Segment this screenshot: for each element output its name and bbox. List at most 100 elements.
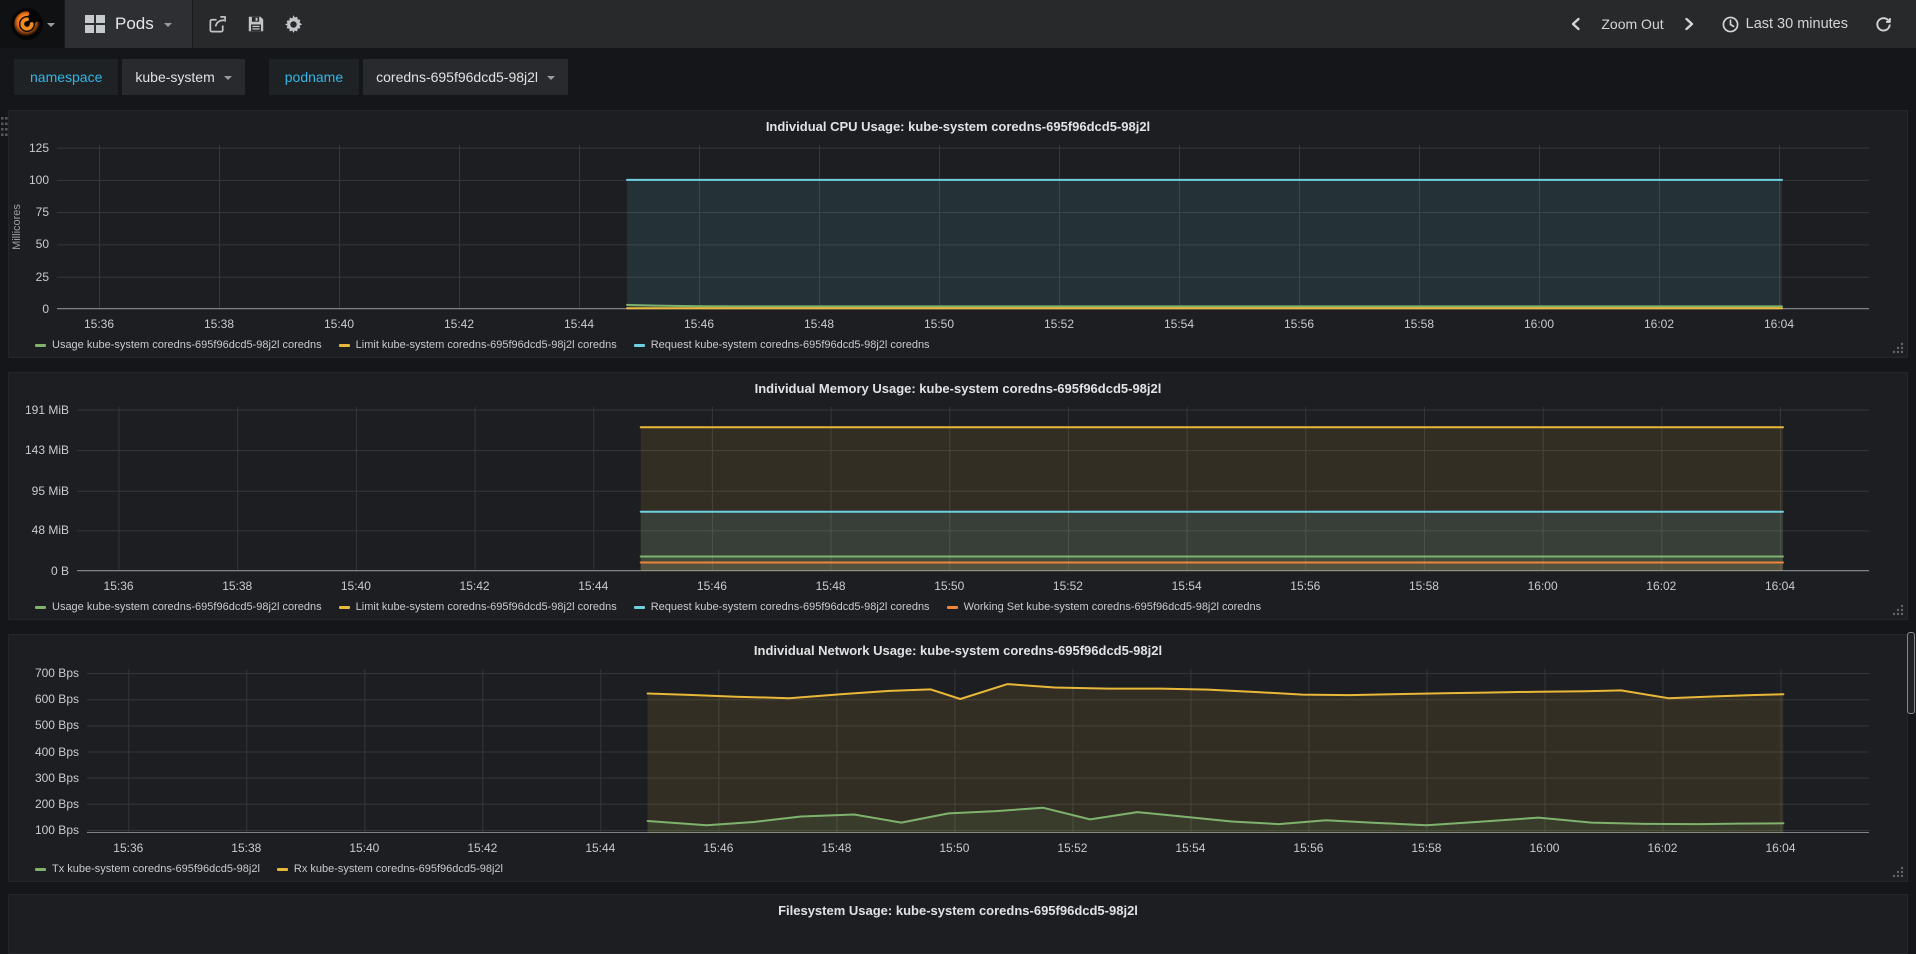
variable-podname-dropdown[interactable]: coredns-695f96dcd5-98j2l: [363, 59, 569, 95]
y-axis-tick-label: 0 B: [50, 564, 69, 578]
x-axis-tick-label: 15:58: [1403, 317, 1435, 331]
legend-label: Limit kube-system coredns-695f96dcd5-98j…: [355, 601, 617, 613]
chart-canvas[interactable]: [77, 407, 1869, 572]
x-axis-tick-label: 15:36: [103, 579, 134, 593]
x-axis-tick-label: 16:00: [1527, 579, 1558, 593]
legend-item[interactable]: Tx kube-system coredns-695f96dcd5-98j2l: [35, 863, 260, 875]
legend-item[interactable]: Working Set kube-system coredns-695f96dc…: [946, 601, 1261, 613]
gear-icon: [285, 14, 303, 33]
x-axis-tick-label: 15:56: [1283, 317, 1315, 331]
series-line: [646, 806, 1785, 827]
x-axis-tick-label: 16:02: [1647, 841, 1678, 855]
save-icon: [248, 16, 263, 32]
x-axis-tick-label: 15:46: [696, 579, 727, 593]
legend-swatch-icon: [35, 867, 46, 871]
legend-item[interactable]: Limit kube-system coredns-695f96dcd5-98j…: [338, 339, 617, 351]
series-fill: [627, 179, 1782, 309]
series-line: [626, 303, 1783, 308]
x-axis-tick-label: 15:50: [934, 579, 965, 593]
chart-canvas[interactable]: [57, 145, 1869, 310]
y-axis-tick-label: 500 Bps: [34, 718, 79, 733]
variable-namespace: namespace kube-system: [14, 59, 245, 95]
grafana-logo-icon: [10, 7, 43, 41]
x-axis-tick-label: 15:42: [459, 579, 490, 593]
x-axis-tick-label: 15:52: [1043, 317, 1075, 331]
variable-namespace-dropdown[interactable]: kube-system: [122, 59, 245, 95]
legend-item[interactable]: Request kube-system coredns-695f96dcd5-9…: [633, 601, 930, 613]
x-axis-tick-label: 15:38: [203, 317, 235, 331]
legend-label: Usage kube-system coredns-695f96dcd5-98j…: [52, 601, 322, 613]
panel-memory-usage: Individual Memory Usage: kube-system cor…: [8, 372, 1908, 620]
legend-swatch-icon: [633, 605, 645, 609]
panel-resize-handle[interactable]: [1892, 866, 1904, 878]
panel-memory-title[interactable]: Individual Memory Usage: kube-system cor…: [754, 381, 1162, 396]
chart-canvas[interactable]: [87, 669, 1869, 833]
y-axis-tick-label: 400 Bps: [34, 744, 79, 759]
time-shift-forward-button[interactable]: [1672, 7, 1706, 41]
grafana-menu-button[interactable]: [0, 0, 65, 48]
legend-item[interactable]: Limit kube-system coredns-695f96dcd5-98j…: [338, 601, 617, 613]
save-button[interactable]: [239, 7, 273, 41]
series-fill: [647, 684, 1784, 833]
x-axis-tick-label: 15:40: [349, 841, 380, 855]
legend-swatch-icon: [633, 343, 645, 347]
refresh-icon: [1875, 16, 1891, 31]
legend-item[interactable]: Request kube-system coredns-695f96dcd5-9…: [633, 339, 930, 351]
x-axis-tick-label: 16:02: [1646, 579, 1677, 593]
x-axis-tick-label: 16:00: [1529, 841, 1560, 855]
variable-podname-caret-icon: [547, 75, 556, 84]
series-fill: [640, 556, 1784, 571]
settings-button[interactable]: [277, 7, 311, 41]
legend-item[interactable]: Usage kube-system coredns-695f96dcd5-98j…: [35, 339, 322, 351]
template-variables-row: namespace kube-system podname coredns-69…: [14, 59, 569, 95]
share-button[interactable]: [201, 7, 235, 41]
legend-item[interactable]: Rx kube-system coredns-695f96dcd5-98j2l: [276, 863, 503, 875]
time-shift-back-button[interactable]: [1559, 7, 1593, 41]
legend-item[interactable]: Usage kube-system coredns-695f96dcd5-98j…: [35, 601, 322, 613]
y-axis-tick-label: 48 MiB: [31, 523, 69, 538]
x-axis-tick-label: 15:50: [923, 317, 955, 331]
panel-resize-handle[interactable]: [1892, 604, 1904, 616]
panel-filesystem-title[interactable]: Filesystem Usage: kube-system coredns-69…: [778, 903, 1138, 918]
y-axis-tick-label: 0: [42, 302, 49, 316]
chart-legend: Usage kube-system coredns-695f96dcd5-98j…: [35, 339, 930, 351]
panel-resize-handle[interactable]: [1892, 342, 1904, 354]
x-axis-tick-label: 15:36: [113, 841, 144, 855]
scrollbar-thumb[interactable]: [1907, 632, 1915, 714]
x-axis-tick-label: 15:58: [1408, 579, 1439, 593]
y-axis-tick-label: 125: [28, 140, 49, 155]
row-drag-handle[interactable]: [1, 117, 8, 136]
x-axis-tick-label: 16:02: [1643, 317, 1675, 331]
x-axis-tick-label: 15:48: [821, 841, 852, 855]
y-axis-tick-label: 25: [35, 269, 49, 284]
legend-swatch-icon: [338, 343, 350, 347]
panel-network-body: 100 Bps 200 Bps 300 Bps 400 Bps 500 Bps 600 B…: [9, 635, 1907, 881]
zoom-out-button[interactable]: Zoom Out: [1601, 16, 1664, 32]
y-axis-tick-label: 143 MiB: [24, 443, 69, 458]
panel-network-title[interactable]: Individual Network Usage: kube-system co…: [753, 643, 1163, 658]
legend-label: Rx kube-system coredns-695f96dcd5-98j2l: [293, 863, 503, 875]
x-axis-tick-label: 15:56: [1293, 841, 1324, 855]
x-axis-tick-label: 15:38: [222, 579, 253, 593]
share-icon: [209, 15, 227, 32]
timepicker-controls: Zoom Out Last 30 minutes: [1559, 0, 1916, 48]
y-axis-tick-label: 700 Bps: [34, 666, 79, 681]
dashboard-picker[interactable]: Pods: [65, 0, 193, 48]
x-axis-tick-label: 15:44: [578, 579, 609, 593]
x-axis-tick-label: 15:54: [1163, 317, 1195, 331]
refresh-button[interactable]: [1866, 7, 1900, 41]
variable-namespace-caret-icon: [223, 75, 232, 84]
series-line: [646, 683, 1785, 700]
panel-network-usage: Individual Network Usage: kube-system co…: [8, 634, 1908, 882]
time-range-picker[interactable]: Last 30 minutes: [1722, 16, 1848, 33]
x-axis-tick-label: 15:40: [323, 317, 355, 331]
series-fill: [640, 427, 1784, 571]
panel-cpu-title[interactable]: Individual CPU Usage: kube-system coredn…: [765, 119, 1151, 134]
legend-label: Limit kube-system coredns-695f96dcd5-98j…: [355, 339, 617, 351]
x-axis-tick-label: 15:40: [340, 579, 371, 593]
y-axis-tick-label: 200 Bps: [34, 796, 79, 811]
y-axis-tick-label: 100 Bps: [34, 822, 79, 837]
legend-label: Tx kube-system coredns-695f96dcd5-98j2l: [52, 863, 260, 875]
x-axis-tick-label: 15:46: [703, 841, 734, 855]
